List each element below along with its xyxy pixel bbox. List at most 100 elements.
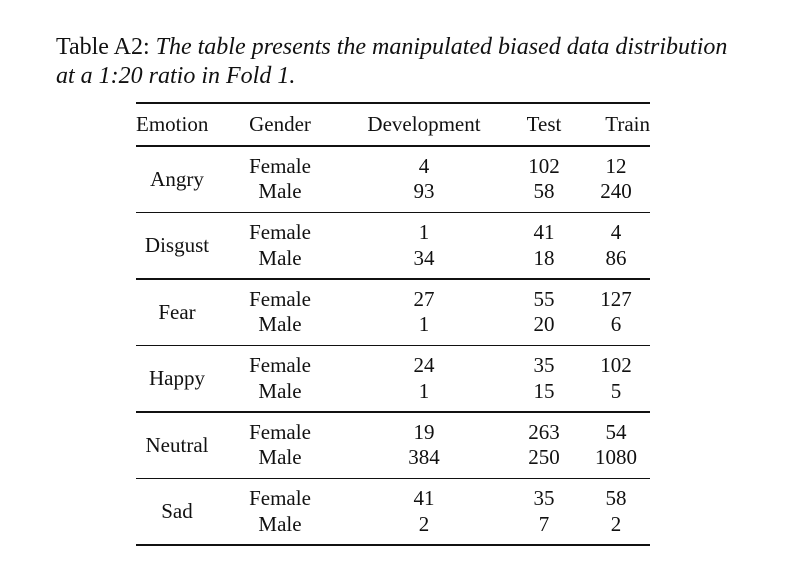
cell-train: 127	[600, 286, 632, 311]
header-train: Train	[605, 112, 650, 136]
cell-gender: Male	[258, 511, 302, 536]
header-gender: Gender	[249, 112, 311, 136]
cell-test-column: 35 7	[506, 486, 582, 537]
cell-development: 24	[413, 353, 435, 377]
cell-train: 86	[605, 245, 627, 270]
cell-gender: Male	[258, 378, 302, 403]
header-development: Development	[367, 112, 481, 136]
cell-train: 4	[610, 220, 622, 244]
cell-gender-column: Female Male	[218, 353, 342, 404]
table-body: Angry Female Male 4 93 102 58 12 240 Disgust Femal…	[136, 145, 650, 544]
cell-development-column: 24 1	[342, 353, 506, 404]
table-bottom-rule	[136, 544, 650, 546]
cell-train: 5	[610, 378, 622, 403]
table-group-rule	[136, 145, 650, 147]
cell-development: 2	[418, 511, 430, 536]
cell-test: 250	[528, 445, 560, 469]
table-group-rule	[136, 211, 650, 213]
cell-development: 1	[418, 312, 430, 336]
data-table: Emotion Gender Development Test Train An…	[136, 102, 650, 546]
cell-development: 93	[413, 179, 435, 203]
cell-train: 240	[600, 179, 632, 203]
cell-development-column: 27 1	[342, 287, 506, 338]
cell-emotion: Neutral	[145, 432, 209, 457]
cell-test: 102	[528, 153, 560, 178]
table-group-rule	[136, 411, 650, 413]
cell-test: 15	[533, 378, 555, 403]
cell-train-column: 12 240	[582, 154, 650, 205]
table-caption: Table A2: The table presents the manipul…	[56, 33, 746, 91]
table-row-group: Disgust Female Male 1 34 41 18 4 86	[136, 213, 650, 278]
cell-gender: Male	[258, 179, 302, 203]
cell-test: 41	[533, 220, 555, 244]
table-row-group: Fear Female Male 27 1 55 20 127 6	[136, 280, 650, 345]
cell-gender: Female	[249, 220, 311, 244]
cell-gender: Female	[249, 419, 311, 444]
cell-development: 27	[413, 286, 435, 311]
header-emotion: Emotion	[136, 112, 209, 136]
cell-train: 2	[610, 511, 622, 536]
cell-train: 102	[600, 353, 632, 377]
cell-development-column: 19 384	[342, 420, 506, 471]
cell-test-column: 263 250	[506, 420, 582, 471]
cell-gender: Female	[249, 353, 311, 377]
table-group-rule	[136, 278, 650, 280]
cell-development-column: 4 93	[342, 154, 506, 205]
cell-test-column: 41 18	[506, 220, 582, 271]
cell-test: 35	[533, 486, 555, 510]
caption-label: Table A2:	[56, 34, 150, 60]
cell-train: 54	[605, 419, 627, 444]
cell-train-column: 4 86	[582, 220, 650, 271]
cell-emotion: Fear	[158, 299, 196, 324]
cell-development: 384	[408, 445, 440, 469]
cell-emotion: Angry	[150, 166, 204, 191]
table-row-group: Angry Female Male 4 93 102 58 12 240	[136, 147, 650, 212]
table-group-rule	[136, 477, 650, 479]
caption-text: The table presents the manipulated biase…	[56, 34, 728, 89]
table-top-rule	[136, 102, 650, 104]
cell-development: 19	[413, 419, 435, 444]
cell-train: 1080	[595, 445, 637, 469]
header-test: Test	[526, 112, 562, 136]
cell-test: 58	[533, 179, 555, 203]
cell-train-column: 58 2	[582, 486, 650, 537]
cell-gender-column: Female Male	[218, 220, 342, 271]
table-row-group: Sad Female Male 41 2 35 7 58 2	[136, 479, 650, 544]
cell-gender-column: Female Male	[218, 287, 342, 338]
cell-train: 58	[605, 486, 627, 510]
cell-test: 263	[528, 419, 560, 444]
table-row-group: Neutral Female Male 19 384 263 250 54 1080	[136, 413, 650, 478]
cell-train: 12	[605, 153, 627, 178]
cell-train-column: 127 6	[582, 287, 650, 338]
cell-test: 55	[533, 286, 555, 311]
cell-development: 1	[418, 220, 430, 244]
cell-gender-column: Female Male	[218, 154, 342, 205]
cell-test-column: 55 20	[506, 287, 582, 338]
cell-development: 34	[413, 245, 435, 270]
cell-development-column: 41 2	[342, 486, 506, 537]
cell-test: 18	[533, 245, 555, 270]
cell-test: 35	[533, 353, 555, 377]
cell-train: 6	[610, 312, 622, 336]
cell-development: 4	[418, 153, 430, 178]
cell-gender: Male	[258, 312, 302, 336]
cell-development-column: 1 34	[342, 220, 506, 271]
table-header-row: Emotion Gender Development Test Train	[136, 104, 650, 145]
cell-gender-column: Female Male	[218, 420, 342, 471]
cell-emotion: Disgust	[144, 233, 210, 257]
cell-development: 1	[418, 378, 430, 403]
cell-test: 20	[533, 312, 555, 336]
cell-gender: Male	[258, 245, 302, 270]
cell-emotion: Happy	[149, 366, 205, 390]
cell-gender-column: Female Male	[218, 486, 342, 537]
cell-train-column: 54 1080	[582, 420, 650, 471]
table-row-group: Happy Female Male 24 1 35 15 102 5	[136, 346, 650, 411]
cell-gender: Female	[249, 153, 311, 178]
cell-train-column: 102 5	[582, 353, 650, 404]
cell-test-column: 35 15	[506, 353, 582, 404]
table-group-rule	[136, 344, 650, 346]
cell-test-column: 102 58	[506, 154, 582, 205]
cell-gender: Male	[258, 445, 302, 469]
cell-test: 7	[538, 511, 550, 536]
cell-development: 41	[413, 486, 435, 510]
